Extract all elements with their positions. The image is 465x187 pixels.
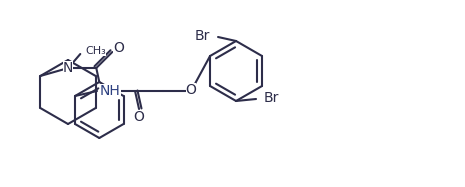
Text: O: O	[113, 41, 124, 55]
Text: O: O	[133, 110, 145, 124]
Text: CH₃: CH₃	[85, 46, 106, 56]
Text: Br: Br	[264, 91, 279, 105]
Text: Br: Br	[195, 29, 210, 43]
Text: O: O	[186, 83, 197, 97]
Text: N: N	[63, 61, 73, 75]
Text: NH: NH	[100, 84, 121, 98]
